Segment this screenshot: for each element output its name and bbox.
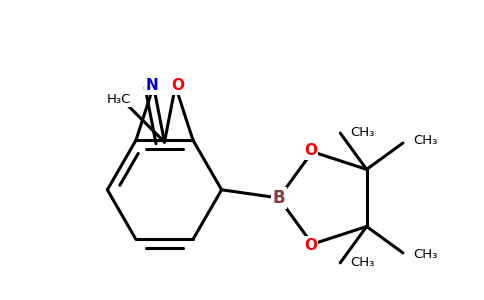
Text: O: O xyxy=(304,143,317,158)
Text: N: N xyxy=(145,79,158,94)
Text: B: B xyxy=(272,189,285,207)
Text: CH₃: CH₃ xyxy=(350,256,375,269)
Text: O: O xyxy=(171,79,184,94)
Text: CH₃: CH₃ xyxy=(350,125,375,139)
Text: H₃C: H₃C xyxy=(106,93,131,106)
Text: O: O xyxy=(304,238,317,253)
Text: CH₃: CH₃ xyxy=(413,248,438,261)
Text: CH₃: CH₃ xyxy=(413,134,438,148)
